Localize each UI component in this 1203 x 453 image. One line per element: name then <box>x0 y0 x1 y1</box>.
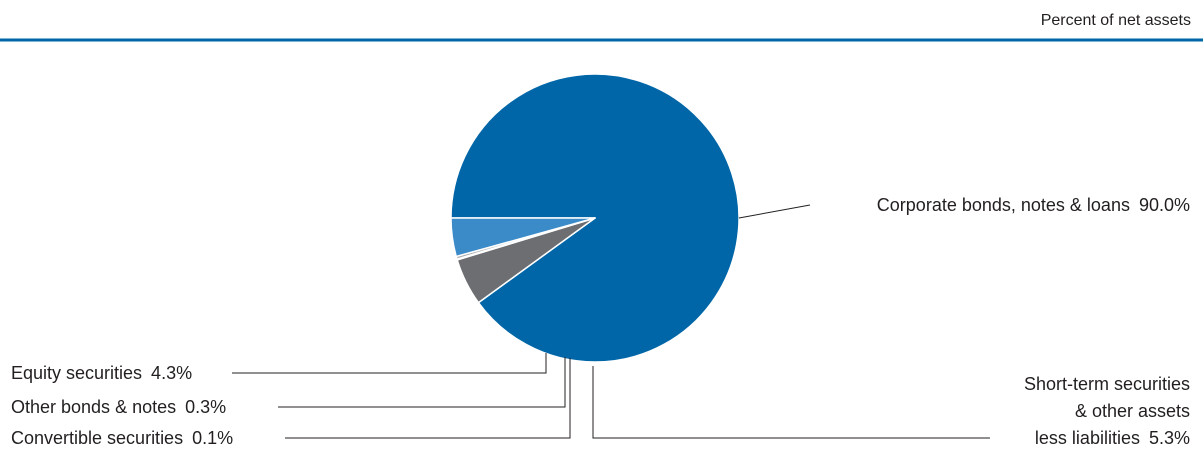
leader-line-short-term-securities-and-other-assets-less-liabilities <box>592 366 990 439</box>
slice-label-short-term-securities-and-other-assets-less-liabilities-line-1: Short-term securities <box>1024 374 1190 394</box>
slice-label-convertible-securities: Convertible securities 0.1% <box>11 428 233 448</box>
slice-label-equity-securities: Equity securities 4.3% <box>11 363 192 383</box>
leader-line-equity-securities <box>232 353 547 374</box>
slice-label-other-bonds-and-notes: Other bonds & notes 0.3% <box>11 397 226 417</box>
pie-slices <box>450 73 740 363</box>
pie-labels: Corporate bonds, notes & loans 90.0% Shor… <box>11 195 1190 448</box>
pie-slice-equity-securities <box>450 217 596 258</box>
leader-line-other-bonds-and-notes <box>278 357 566 408</box>
slice-label-short-term-securities-and-other-assets-less-liabilities-line-2: & other assets <box>1075 401 1190 421</box>
leader-line-corporate-bonds-notes-and-loans <box>738 204 811 219</box>
slice-label-short-term-securities-and-other-assets-less-liabilities-line-3: less liabilities 5.3% <box>1035 428 1190 448</box>
leader-line-convertible-securities <box>285 358 571 439</box>
slice-label-corporate-bonds-notes-and-loans: Corporate bonds, notes & loans 90.0% <box>877 195 1190 215</box>
chart-subtitle: Percent of net assets <box>1041 12 1191 29</box>
